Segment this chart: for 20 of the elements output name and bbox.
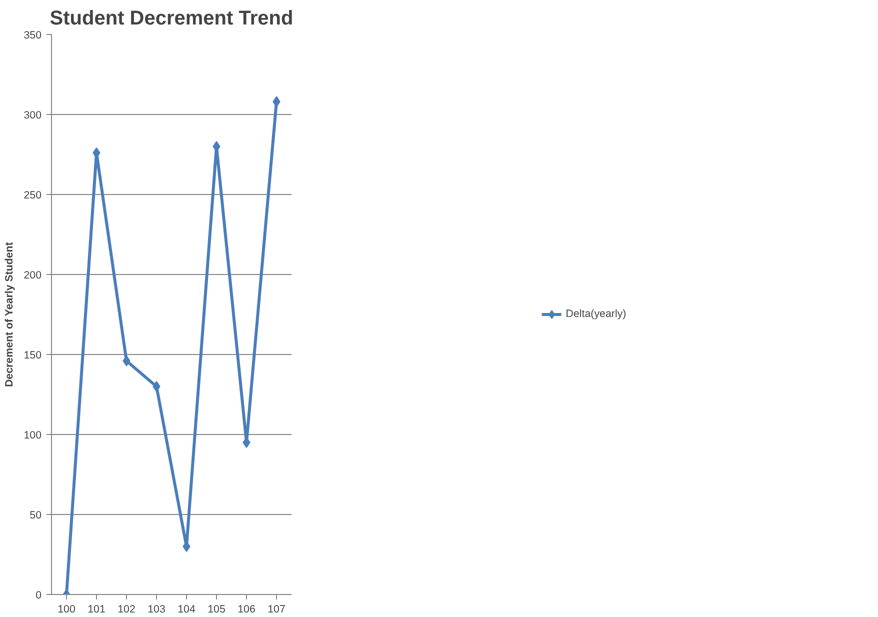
x-tick-label: 105 <box>208 604 226 616</box>
x-tick-label: 103 <box>148 604 166 616</box>
y-tick-label: 50 <box>30 510 42 522</box>
legend-label: Delta(yearly) <box>566 308 626 320</box>
y-axis-title: Decrement of Yearly Student <box>4 242 16 388</box>
y-tick-label: 350 <box>24 30 42 42</box>
x-tick-label: 106 <box>238 604 256 616</box>
y-tick-label: 150 <box>24 350 42 362</box>
y-tick-label: 100 <box>24 430 42 442</box>
chart-title: Student Decrement Trend <box>50 8 294 30</box>
x-tick-label: 100 <box>58 604 76 616</box>
y-tick-label: 300 <box>24 110 42 122</box>
x-tick-label: 101 <box>88 604 106 616</box>
y-tick-label: 250 <box>24 190 42 202</box>
x-tick-label: 107 <box>268 604 286 616</box>
point <box>152 381 160 392</box>
x-tick-label: 102 <box>118 604 136 616</box>
y-tick-label: 200 <box>24 270 42 282</box>
x-tick-label: 104 <box>178 604 196 616</box>
y-tick-label: 0 <box>36 590 42 602</box>
